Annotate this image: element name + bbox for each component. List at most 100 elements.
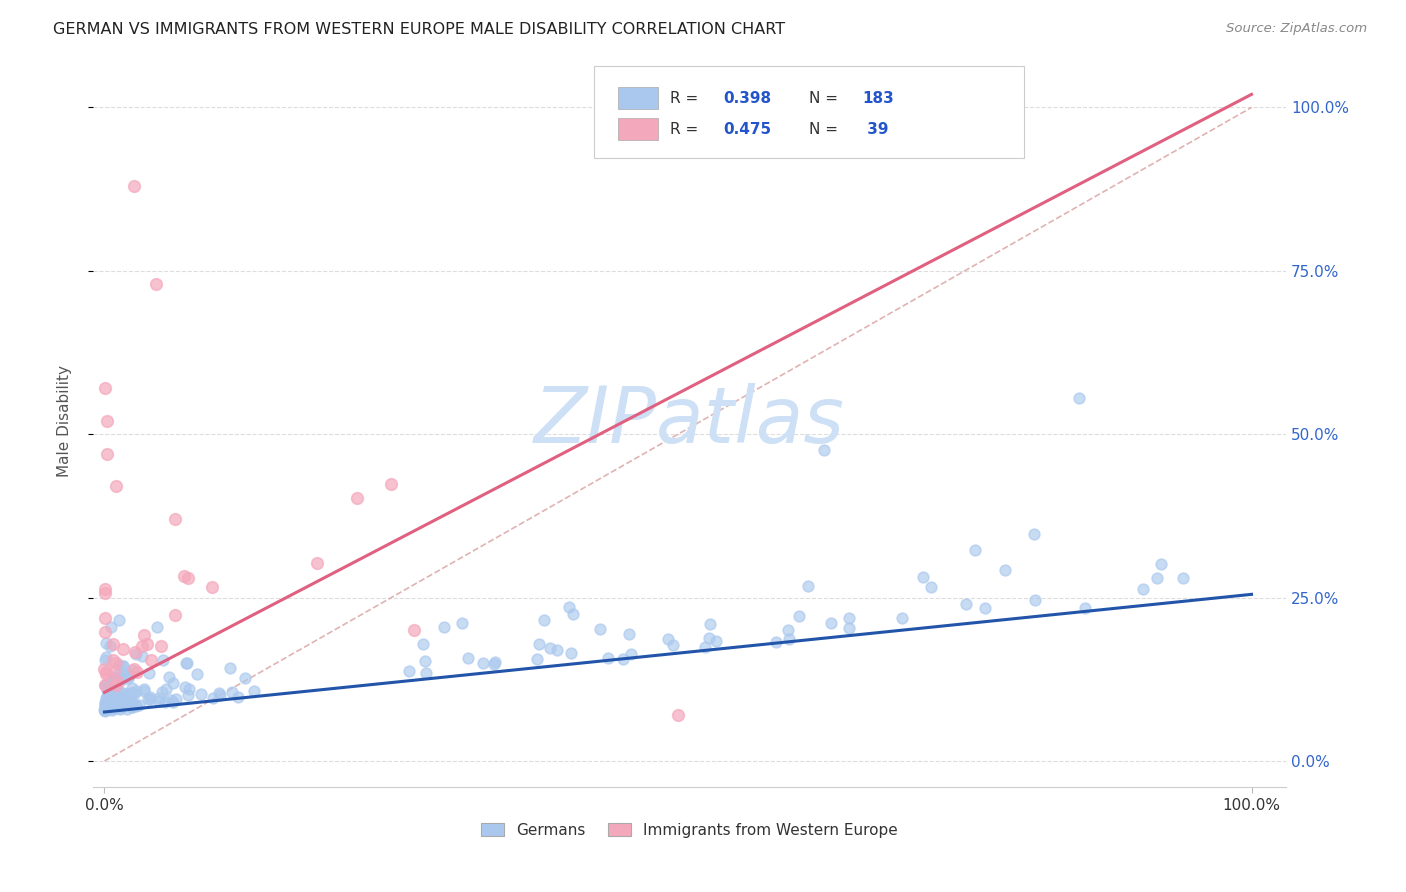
Point (112, 659, 135, 673)
Point (104, 690, 127, 705)
Point (96, 698, 118, 713)
Point (108, 702, 131, 716)
Point (1067, 391, 1090, 405)
Point (94, 665, 117, 679)
Point (94, 611, 117, 625)
Point (131, 640, 153, 654)
Point (112, 641, 135, 656)
Point (233, 672, 256, 686)
Point (176, 656, 198, 670)
Point (693, 640, 716, 655)
Text: R =: R = (671, 91, 703, 106)
Point (346, 491, 368, 506)
Point (118, 696, 141, 710)
Point (94, 636, 117, 650)
Point (125, 684, 148, 698)
Point (1173, 571, 1195, 585)
Point (104, 691, 127, 706)
Point (163, 512, 186, 526)
Point (120, 693, 142, 707)
Point (100, 620, 122, 634)
Point (94, 586, 117, 600)
Point (813, 442, 835, 457)
Point (94, 667, 117, 681)
Point (657, 632, 679, 646)
Point (146, 620, 169, 634)
Point (560, 646, 582, 660)
Point (101, 677, 124, 691)
Point (174, 680, 197, 694)
Text: 0.475: 0.475 (723, 121, 770, 136)
Point (484, 655, 506, 669)
Point (104, 479, 127, 493)
Point (1024, 527, 1046, 541)
Point (93, 678, 115, 692)
Point (562, 607, 585, 622)
Point (100, 703, 122, 717)
Point (778, 632, 800, 647)
Point (152, 652, 174, 666)
Point (122, 662, 145, 676)
Point (118, 686, 141, 700)
Point (135, 637, 157, 651)
Point (173, 569, 195, 583)
Point (139, 690, 162, 704)
Point (96, 699, 118, 714)
Point (162, 695, 184, 709)
Point (108, 670, 131, 684)
Point (890, 611, 912, 625)
Point (105, 691, 128, 706)
Legend: Germans, Immigrants from Western Europe: Germans, Immigrants from Western Europe (474, 815, 905, 846)
Point (398, 664, 420, 678)
Point (98, 701, 121, 715)
Point (776, 623, 799, 637)
Point (413, 654, 436, 668)
Point (96, 690, 118, 704)
Point (177, 571, 200, 585)
Point (177, 682, 200, 697)
Point (132, 684, 155, 698)
Point (974, 600, 997, 615)
Point (94, 653, 117, 667)
Point (174, 656, 197, 670)
Point (101, 637, 124, 651)
Text: 0.398: 0.398 (723, 91, 770, 106)
Point (526, 652, 548, 666)
Point (93, 698, 115, 712)
Point (307, 556, 329, 570)
Point (765, 635, 787, 649)
Point (93, 662, 115, 676)
Text: 39: 39 (862, 121, 889, 136)
Point (697, 632, 720, 646)
Point (450, 615, 472, 630)
Point (107, 675, 129, 690)
Point (115, 665, 138, 680)
Point (131, 649, 153, 664)
Point (148, 691, 170, 706)
Point (115, 690, 138, 704)
Point (176, 688, 198, 702)
Point (128, 698, 150, 713)
Point (104, 673, 127, 688)
Point (110, 699, 132, 714)
Point (122, 687, 145, 701)
Point (100, 677, 122, 691)
Point (108, 671, 131, 685)
Point (117, 694, 139, 708)
Point (94, 697, 117, 711)
Point (208, 685, 231, 699)
Point (98, 686, 121, 700)
Point (380, 477, 402, 491)
Point (838, 621, 860, 635)
Point (98, 639, 121, 653)
Point (838, 611, 860, 625)
FancyBboxPatch shape (617, 118, 658, 140)
Point (155, 682, 177, 697)
Point (125, 698, 148, 712)
Point (619, 627, 641, 641)
Point (1146, 571, 1168, 585)
Point (97, 702, 120, 716)
Point (139, 652, 162, 666)
Point (97, 686, 120, 700)
Point (136, 691, 159, 706)
